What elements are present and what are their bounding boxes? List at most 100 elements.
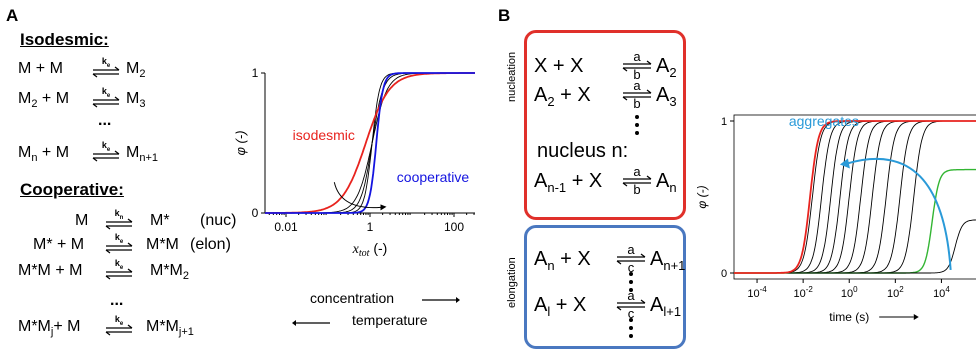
cooperative-curve [265, 72, 475, 214]
highlight-curve [734, 168, 976, 274]
nuc-eq1-rhs: A2 [656, 55, 677, 80]
time-curve [734, 120, 976, 274]
nuc-eq3-lhs: An-1 + X [534, 170, 603, 195]
coop-eq1-rhs: M* [150, 212, 170, 229]
time-curve [734, 120, 976, 274]
iso-equation-1: M + M [18, 60, 63, 78]
x-tick-label: 1 [367, 220, 374, 234]
nuc-eq3-rhs: An [656, 170, 677, 195]
coop-equation-3: M*M + M [18, 262, 83, 279]
isodesmic-heading: Isodesmic: [20, 30, 109, 49]
iso-eq2-rhs: M3 [126, 90, 146, 111]
concentration-arrow-icon [422, 297, 460, 303]
x-tick-label: 0.01 [274, 220, 298, 234]
isodesmic-label: isodesmic [293, 127, 355, 143]
elong-eq2-lhs: Al + X [534, 294, 587, 319]
vertical-dots-icon [635, 115, 639, 135]
nuc-eq1-lhs: X + X [534, 55, 584, 77]
coop-eq2-rhs: M*M [146, 236, 179, 253]
cooperative-label: cooperative [397, 169, 470, 185]
coop-equation-1: M [75, 212, 89, 229]
equilibrium-arrow: ke [91, 140, 121, 164]
elong-eq2-rhs: Al+1 [650, 294, 682, 319]
envelope-curve [734, 120, 976, 274]
rate-k-sub: e [106, 62, 111, 69]
y-tick-label: 1 [721, 116, 727, 128]
chart-a: 0 1 0.01 1 100 φ (-) xtot (-) isodesmic cooperat… [235, 66, 475, 259]
x-tick-label: 10-2 [793, 285, 813, 300]
x-tick-label: 102 [887, 285, 904, 300]
elongation-label: elongation [506, 257, 518, 308]
coop-equation-2: M* + M [33, 236, 85, 253]
iso-eq1-rhs: M2 [126, 60, 146, 81]
temperature-arrow-icon [292, 320, 330, 326]
elong-eq1-rhs: An+1 [650, 248, 686, 273]
equilibrium-arrow: a b [620, 164, 654, 198]
coop-eq3-rhs: M*M2 [150, 262, 190, 283]
panel-b-label: B [498, 6, 511, 25]
nucleation-label: nucleation [506, 51, 518, 102]
iso-equation-2: M2 + M [18, 90, 70, 111]
time-curve [734, 120, 976, 274]
x-axis-label: xtot (-) [352, 240, 388, 259]
y-tick-label: 0 [721, 268, 727, 280]
trend-arrow [333, 182, 381, 209]
equilibrium-arrow: a c [614, 288, 648, 322]
chart-b: 0 1 10-4 10-2 100 102 104 time (s) φ (-) aggregat… [695, 113, 976, 324]
elong-eq1-lhs: An + X [534, 248, 591, 273]
equilibrium-arrow: ke [91, 86, 121, 110]
time-curve [734, 120, 976, 274]
coop-eq1-note: (nuc) [200, 212, 237, 229]
x-axis-label: time (s) [829, 310, 869, 324]
aggregates-arrowhead [839, 158, 850, 169]
equilibrium-arrow: a b [620, 78, 654, 112]
temperature-label: temperature [352, 312, 428, 328]
iso-equation-3: Mn + M [18, 144, 70, 165]
nuc-eq2-rhs: A3 [656, 84, 677, 109]
x-tick-label: 100 [444, 220, 464, 234]
equilibrium-arrow: kn [104, 208, 134, 232]
equilibrium-arrow: ke [104, 314, 134, 338]
aggregates-arrow [846, 158, 952, 271]
time-curve [734, 120, 976, 274]
nuc-eq2-lhs: A2 + X [534, 84, 591, 109]
y-tick-label: 1 [252, 66, 259, 80]
x-tick-label: 104 [933, 285, 950, 300]
concentration-label: concentration [310, 290, 395, 306]
coop-dots: ... [110, 292, 124, 309]
coop-eq2-note: (elon) [190, 236, 231, 253]
panel-a-label: A [6, 6, 19, 25]
vertical-dots-icon [629, 272, 633, 292]
time-curve [734, 120, 976, 274]
equilibrium-arrow: a c [614, 242, 648, 276]
y-axis-label: φ (-) [235, 130, 248, 155]
iso-dots: ... [98, 112, 112, 129]
aggregates-label: aggregates [789, 113, 859, 129]
coop-equation-4: M*Mj+ M [18, 318, 81, 339]
iso-eq1-lhs: M + M [18, 60, 63, 77]
vertical-dots-icon [629, 318, 633, 338]
equilibrium-arrow: ke [104, 258, 134, 282]
equilibrium-arrow: a b [620, 49, 654, 83]
rate-k: k [101, 56, 107, 66]
x-tick-label: 100 [841, 285, 858, 300]
y-axis-label: φ (-) [695, 185, 709, 208]
equilibrium-arrow: ke [104, 232, 134, 256]
time-arrowhead [913, 314, 919, 320]
time-curve [734, 219, 976, 274]
elongation-box [524, 225, 686, 349]
cooperative-heading: Cooperative: [20, 180, 124, 199]
plot-frame [733, 114, 976, 280]
time-curve [734, 120, 976, 274]
time-curve [734, 120, 976, 274]
x-tick-label: 10-4 [747, 285, 767, 300]
y-tick-label: 0 [252, 206, 259, 220]
trend-arrowhead [380, 204, 387, 211]
nucleus-text: nucleus n: [537, 140, 629, 162]
time-curve [734, 120, 976, 274]
iso-eq3-rhs: Mn+1 [126, 144, 158, 165]
coop-eq4-rhs: M*Mj+1 [146, 318, 194, 339]
equilibrium-arrow: ke [91, 56, 121, 80]
nucleation-box [524, 30, 686, 220]
time-curve [734, 120, 976, 274]
